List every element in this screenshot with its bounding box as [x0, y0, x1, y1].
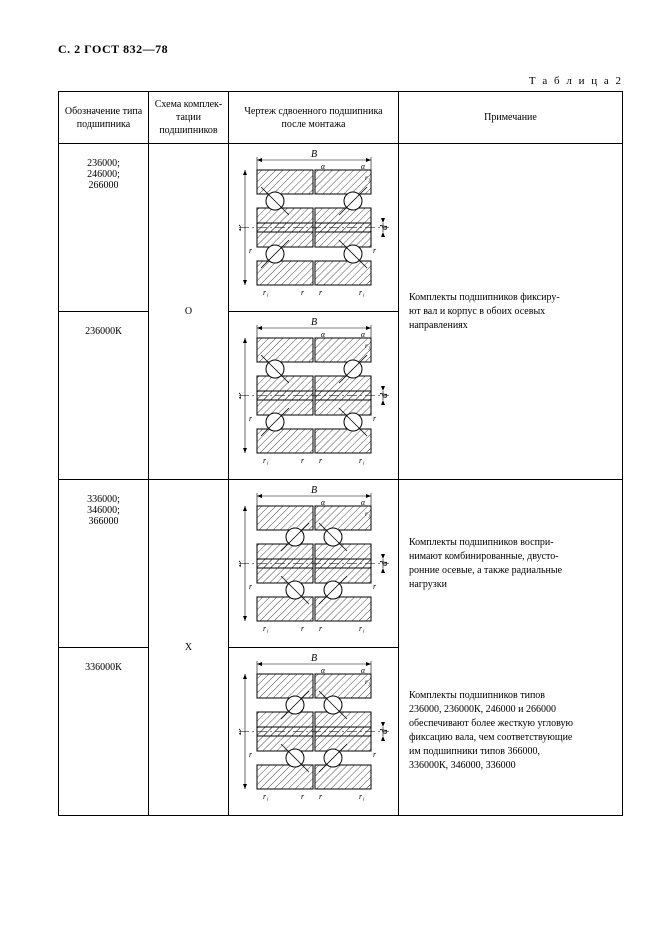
- svg-text:r: r: [319, 288, 323, 297]
- svg-text:r: r: [319, 792, 323, 801]
- svg-text:r₁: r₁: [263, 456, 269, 465]
- svg-text:B: B: [310, 150, 316, 160]
- svg-text:r: r: [319, 624, 323, 633]
- svg-text:r₁: r₁: [365, 342, 370, 350]
- svg-text:r: r: [373, 750, 377, 759]
- col-header-designation: Обозначение типа подшипника: [59, 92, 149, 144]
- col-header-drawing: Чертеж сдвоенного подшипника после монта…: [229, 92, 399, 144]
- svg-text:d: d: [379, 392, 389, 398]
- svg-text:r₁: r₁: [263, 792, 269, 801]
- cell-drawing: BααDdr₁rrr₁rrr₁: [229, 648, 399, 816]
- cell-drawing: BααDdr₁rrr₁rrr₁: [229, 312, 399, 480]
- bearing-drawing: BααDdr₁rrr₁rrr₁: [233, 486, 394, 641]
- svg-text:r: r: [301, 288, 305, 297]
- svg-text:D: D: [239, 223, 244, 232]
- svg-text:r: r: [249, 246, 253, 255]
- cell-designation: 236000К: [59, 312, 149, 480]
- table-caption: Т а б л и ц а 2: [58, 75, 623, 87]
- svg-text:d: d: [379, 224, 389, 230]
- svg-text:r: r: [373, 246, 377, 255]
- svg-text:r: r: [249, 414, 253, 423]
- svg-text:r: r: [319, 456, 323, 465]
- svg-text:r₁: r₁: [365, 678, 370, 686]
- svg-text:r: r: [373, 582, 377, 591]
- svg-text:B: B: [310, 654, 316, 664]
- svg-text:r: r: [301, 456, 305, 465]
- svg-text:r₁: r₁: [365, 510, 370, 518]
- cell-scheme: Х: [149, 480, 229, 816]
- table-row: 236000; 246000; 266000 О BααDdr₁rrr₁rrr₁…: [59, 144, 623, 312]
- table-row: 336000; 346000; 366000 Х BααDdr₁rrr₁rrr₁…: [59, 480, 623, 648]
- svg-text:B: B: [310, 318, 316, 328]
- svg-text:D: D: [239, 391, 244, 400]
- svg-text:D: D: [239, 559, 244, 568]
- svg-text:r₁: r₁: [365, 174, 370, 182]
- svg-text:r₁: r₁: [263, 624, 269, 633]
- cell-note: Комплекты подшипников фиксиру- ют вал и …: [399, 144, 623, 480]
- bearing-drawing: BααDdr₁rrr₁rrr₁: [233, 150, 394, 305]
- svg-text:D: D: [239, 727, 244, 736]
- svg-text:B: B: [310, 486, 316, 496]
- col-header-scheme: Схема комплек- тации подшипников: [149, 92, 229, 144]
- svg-text:r₁: r₁: [359, 624, 365, 633]
- svg-text:r₁: r₁: [359, 456, 365, 465]
- cell-designation: 336000К: [59, 648, 149, 816]
- svg-text:r₁: r₁: [359, 792, 365, 801]
- cell-designation: 236000; 246000; 266000: [59, 144, 149, 312]
- header-row: Обозначение типа подшипника Схема компле…: [59, 92, 623, 144]
- svg-text:r: r: [249, 750, 253, 759]
- svg-text:d: d: [379, 560, 389, 566]
- cell-note: Комплекты подшипников воспри- нимают ком…: [399, 480, 623, 648]
- cell-scheme: О: [149, 144, 229, 480]
- cell-designation: 336000; 346000; 366000: [59, 480, 149, 648]
- table-row: 336000К BααDdr₁rrr₁rrr₁ Комплекты подшип…: [59, 648, 623, 816]
- cell-note: Комплекты подшипников типов 236000, 2360…: [399, 648, 623, 816]
- svg-text:r₁: r₁: [263, 288, 269, 297]
- svg-text:r: r: [373, 414, 377, 423]
- cell-drawing: BααDdr₁rrr₁rrr₁: [229, 480, 399, 648]
- svg-text:r: r: [301, 792, 305, 801]
- col-header-note: Примечание: [399, 92, 623, 144]
- svg-text:r: r: [301, 624, 305, 633]
- bearing-drawing: BααDdr₁rrr₁rrr₁: [233, 654, 394, 809]
- bearing-table: Обозначение типа подшипника Схема компле…: [58, 91, 623, 816]
- page-header: С. 2 ГОСТ 832—78: [58, 42, 623, 57]
- cell-drawing: BααDdr₁rrr₁rrr₁: [229, 144, 399, 312]
- svg-text:d: d: [379, 728, 389, 734]
- svg-text:r: r: [249, 582, 253, 591]
- svg-text:r₁: r₁: [359, 288, 365, 297]
- bearing-drawing: BααDdr₁rrr₁rrr₁: [233, 318, 394, 473]
